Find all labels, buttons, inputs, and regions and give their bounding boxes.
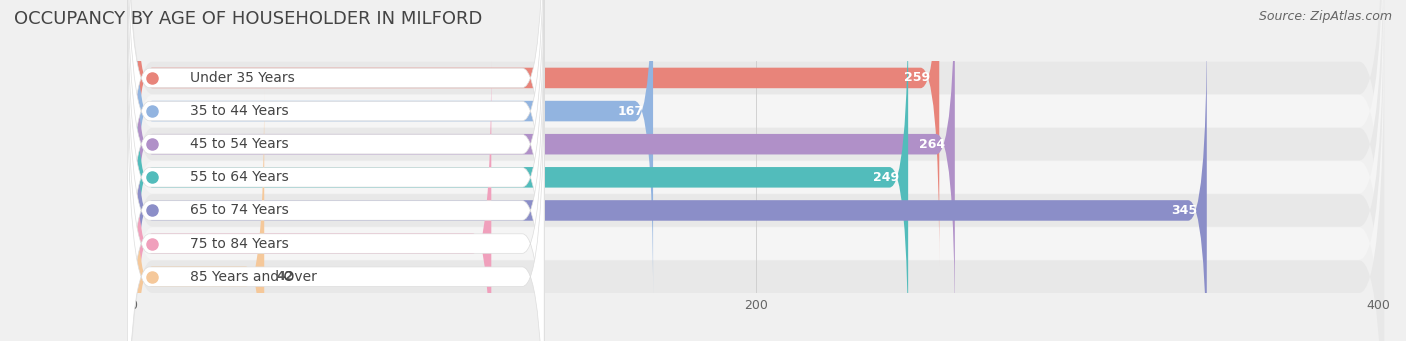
- Text: Under 35 Years: Under 35 Years: [190, 71, 294, 85]
- FancyBboxPatch shape: [128, 0, 1384, 341]
- FancyBboxPatch shape: [128, 0, 544, 341]
- FancyBboxPatch shape: [128, 0, 1384, 327]
- FancyBboxPatch shape: [134, 0, 908, 341]
- FancyBboxPatch shape: [134, 55, 491, 341]
- Text: 345: 345: [1171, 204, 1198, 217]
- FancyBboxPatch shape: [128, 0, 1384, 341]
- Text: 42: 42: [277, 270, 294, 283]
- Text: 259: 259: [904, 72, 929, 85]
- FancyBboxPatch shape: [128, 0, 1384, 341]
- Text: Source: ZipAtlas.com: Source: ZipAtlas.com: [1258, 10, 1392, 23]
- FancyBboxPatch shape: [128, 0, 544, 300]
- Text: 75 to 84 Years: 75 to 84 Years: [190, 237, 288, 251]
- Text: OCCUPANCY BY AGE OF HOUSEHOLDER IN MILFORD: OCCUPANCY BY AGE OF HOUSEHOLDER IN MILFO…: [14, 10, 482, 28]
- FancyBboxPatch shape: [128, 55, 544, 341]
- Text: 249: 249: [873, 171, 898, 184]
- FancyBboxPatch shape: [128, 0, 544, 341]
- FancyBboxPatch shape: [128, 0, 544, 341]
- FancyBboxPatch shape: [134, 0, 652, 299]
- FancyBboxPatch shape: [134, 22, 1206, 341]
- Text: 115: 115: [456, 237, 482, 250]
- Text: 167: 167: [617, 105, 644, 118]
- Text: 85 Years and Over: 85 Years and Over: [190, 270, 316, 284]
- Text: 65 to 74 Years: 65 to 74 Years: [190, 204, 288, 218]
- FancyBboxPatch shape: [134, 0, 955, 333]
- FancyBboxPatch shape: [134, 88, 264, 341]
- FancyBboxPatch shape: [134, 0, 939, 266]
- FancyBboxPatch shape: [128, 0, 1384, 341]
- FancyBboxPatch shape: [128, 0, 1384, 341]
- FancyBboxPatch shape: [128, 0, 544, 333]
- Text: 264: 264: [920, 138, 945, 151]
- FancyBboxPatch shape: [128, 28, 1384, 341]
- Text: 35 to 44 Years: 35 to 44 Years: [190, 104, 288, 118]
- FancyBboxPatch shape: [128, 21, 544, 341]
- Text: 45 to 54 Years: 45 to 54 Years: [190, 137, 288, 151]
- Text: 55 to 64 Years: 55 to 64 Years: [190, 170, 288, 184]
